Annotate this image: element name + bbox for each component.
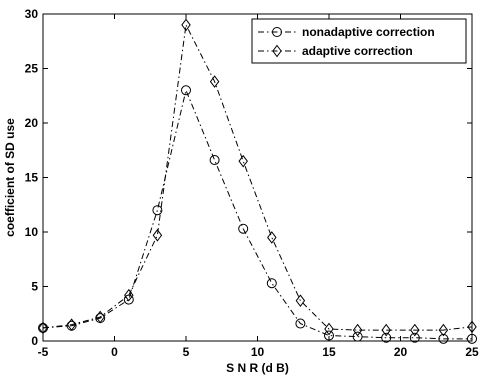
x-tick-label: 10 [251, 345, 265, 359]
data-point-diamond [267, 231, 277, 244]
data-point-diamond [181, 18, 191, 32]
data-point-diamond [410, 323, 420, 337]
data-point-diamond [209, 75, 220, 88]
data-point-diamond [272, 44, 282, 58]
y-axis-label: coefficient of SD use [3, 118, 17, 237]
x-tick-label: -5 [38, 345, 49, 359]
data-point-circle [152, 205, 163, 216]
x-tick-label: 0 [111, 345, 118, 359]
legend-box [251, 18, 467, 64]
data-point-circle [209, 155, 220, 166]
data-point-diamond [438, 323, 449, 337]
data-point-circle [238, 223, 249, 234]
data-point-circle [123, 294, 134, 305]
x-tick-label: 20 [394, 345, 408, 359]
data-point-circle [438, 333, 449, 344]
legend-label: adaptive correction [302, 44, 413, 58]
y-tick-label: 10 [25, 225, 39, 239]
data-point-diamond [38, 321, 48, 335]
legend: nonadaptive correction adaptive correctio… [251, 18, 467, 64]
y-tick-label: 5 [31, 280, 38, 294]
data-point-circle [266, 278, 277, 289]
x-tick-label: 5 [183, 345, 190, 359]
data-point-circle [381, 332, 392, 343]
data-point-diamond [152, 228, 163, 242]
legend-item: adaptive correction [258, 44, 413, 58]
series-1 [38, 18, 477, 337]
y-tick-label: 15 [25, 171, 39, 185]
data-point-circle [409, 332, 420, 343]
series-group [38, 18, 477, 344]
series-line [42, 88, 472, 340]
plot-area [42, 13, 473, 342]
data-point-diamond [352, 323, 363, 337]
x-axis-label: S N R (d B) [226, 361, 289, 375]
data-point-circle [352, 331, 363, 342]
y-tick-label: 20 [25, 116, 39, 130]
data-point-circle [181, 85, 191, 96]
x-tick-label: 15 [322, 345, 336, 359]
data-point-diamond [95, 310, 105, 324]
data-point-circle [467, 333, 477, 344]
legend-item: nonadaptive correction [258, 25, 435, 39]
data-point-diamond [238, 154, 248, 168]
data-point-diamond [295, 294, 306, 308]
data-point-diamond [467, 320, 477, 334]
data-point-diamond [66, 318, 77, 331]
data-point-circle [295, 318, 306, 329]
series-line [42, 23, 473, 331]
x-tick-label: 25 [465, 345, 479, 359]
y-tick-label: 25 [25, 62, 39, 76]
data-point-diamond [324, 322, 334, 336]
plot-frame [42, 13, 473, 342]
y-tick-label: 0 [31, 334, 38, 348]
data-point-circle [272, 27, 282, 37]
data-point-diamond [124, 288, 134, 302]
data-point-diamond [381, 323, 391, 337]
legend-label: nonadaptive correction [302, 25, 435, 39]
y-tick-label: 30 [25, 7, 39, 21]
